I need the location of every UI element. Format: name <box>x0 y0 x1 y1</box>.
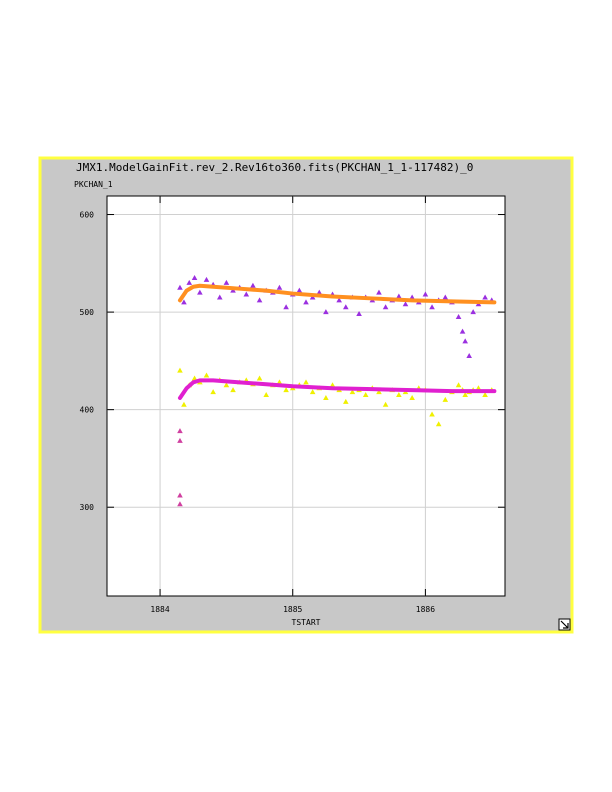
data-point <box>382 304 389 310</box>
data-point <box>296 287 303 293</box>
data-point <box>210 389 216 395</box>
data-point <box>459 328 466 334</box>
data-point <box>356 311 362 317</box>
data-point <box>323 309 329 315</box>
data-point <box>230 387 236 393</box>
y-axis-label: PKCHAN_1 <box>74 180 113 189</box>
data-point <box>177 501 183 507</box>
data-point <box>276 284 283 290</box>
data-point <box>303 379 309 385</box>
data-point <box>276 379 283 385</box>
data-point <box>256 297 263 303</box>
data-point <box>442 396 449 402</box>
marks <box>177 274 497 507</box>
data-point <box>256 375 263 381</box>
data-point <box>409 394 415 400</box>
data-point <box>283 387 289 393</box>
data-point <box>323 394 329 400</box>
data-point <box>223 279 230 285</box>
x-tick-label: 1885 <box>283 605 302 614</box>
data-point <box>429 411 435 417</box>
data-point <box>396 293 402 299</box>
chart-title: JMX1.ModelGainFit.rev_2.Rev16to360.fits(… <box>76 161 473 174</box>
data-point <box>422 291 429 297</box>
data-point <box>462 338 468 344</box>
data-point <box>329 382 336 388</box>
data-point <box>197 289 203 295</box>
x-tick-label: 1884 <box>150 605 169 614</box>
resize-arrow[interactable] <box>560 620 569 629</box>
grid: 300 400 500 600 1884 1885 1886 <box>80 196 505 614</box>
data-point <box>462 392 468 398</box>
data-point <box>376 289 382 295</box>
y-tick-label: 600 <box>80 211 95 220</box>
data-point <box>376 389 382 395</box>
data-point <box>316 289 323 295</box>
data-point <box>177 428 183 434</box>
data-point <box>216 294 223 300</box>
data-point <box>482 294 488 300</box>
fit-line <box>177 378 497 400</box>
data-point <box>263 392 269 398</box>
data-point <box>203 276 210 282</box>
data-point <box>409 294 415 300</box>
data-point <box>181 401 187 407</box>
x-axis-label: TSTART <box>292 618 321 627</box>
data-point <box>191 375 198 381</box>
resize-icon[interactable] <box>558 618 571 631</box>
data-point <box>303 299 309 305</box>
data-point <box>181 299 187 305</box>
data-point <box>343 398 349 404</box>
data-point <box>396 392 402 398</box>
data-point <box>349 389 356 395</box>
y-tick-label: 300 <box>80 503 95 512</box>
data-point <box>177 284 183 290</box>
data-point <box>382 401 389 407</box>
fit-line <box>177 283 497 305</box>
data-point <box>177 437 183 443</box>
y-tick-label: 400 <box>80 406 95 415</box>
data-point <box>177 492 183 498</box>
data-point <box>442 294 449 300</box>
data-point <box>203 372 210 378</box>
data-point <box>482 392 488 398</box>
data-point <box>250 282 256 288</box>
data-point <box>429 304 435 310</box>
data-point <box>455 313 462 319</box>
data-point <box>455 382 462 388</box>
data-point <box>343 304 349 310</box>
data-point <box>466 353 472 358</box>
x-tick-label: 1886 <box>416 605 435 614</box>
data-point <box>223 382 230 388</box>
data-point <box>243 291 250 297</box>
data-point <box>475 385 482 391</box>
data-point <box>186 279 193 285</box>
y-tick-label: 500 <box>80 308 95 317</box>
data-point <box>402 301 409 307</box>
data-point <box>336 297 342 303</box>
data-point <box>309 389 316 395</box>
data-point <box>283 304 289 310</box>
data-point <box>191 274 198 280</box>
data-point <box>470 309 476 315</box>
data-point <box>362 392 369 398</box>
data-point <box>177 367 183 373</box>
data-point <box>435 421 442 427</box>
plot-area <box>106 195 506 597</box>
